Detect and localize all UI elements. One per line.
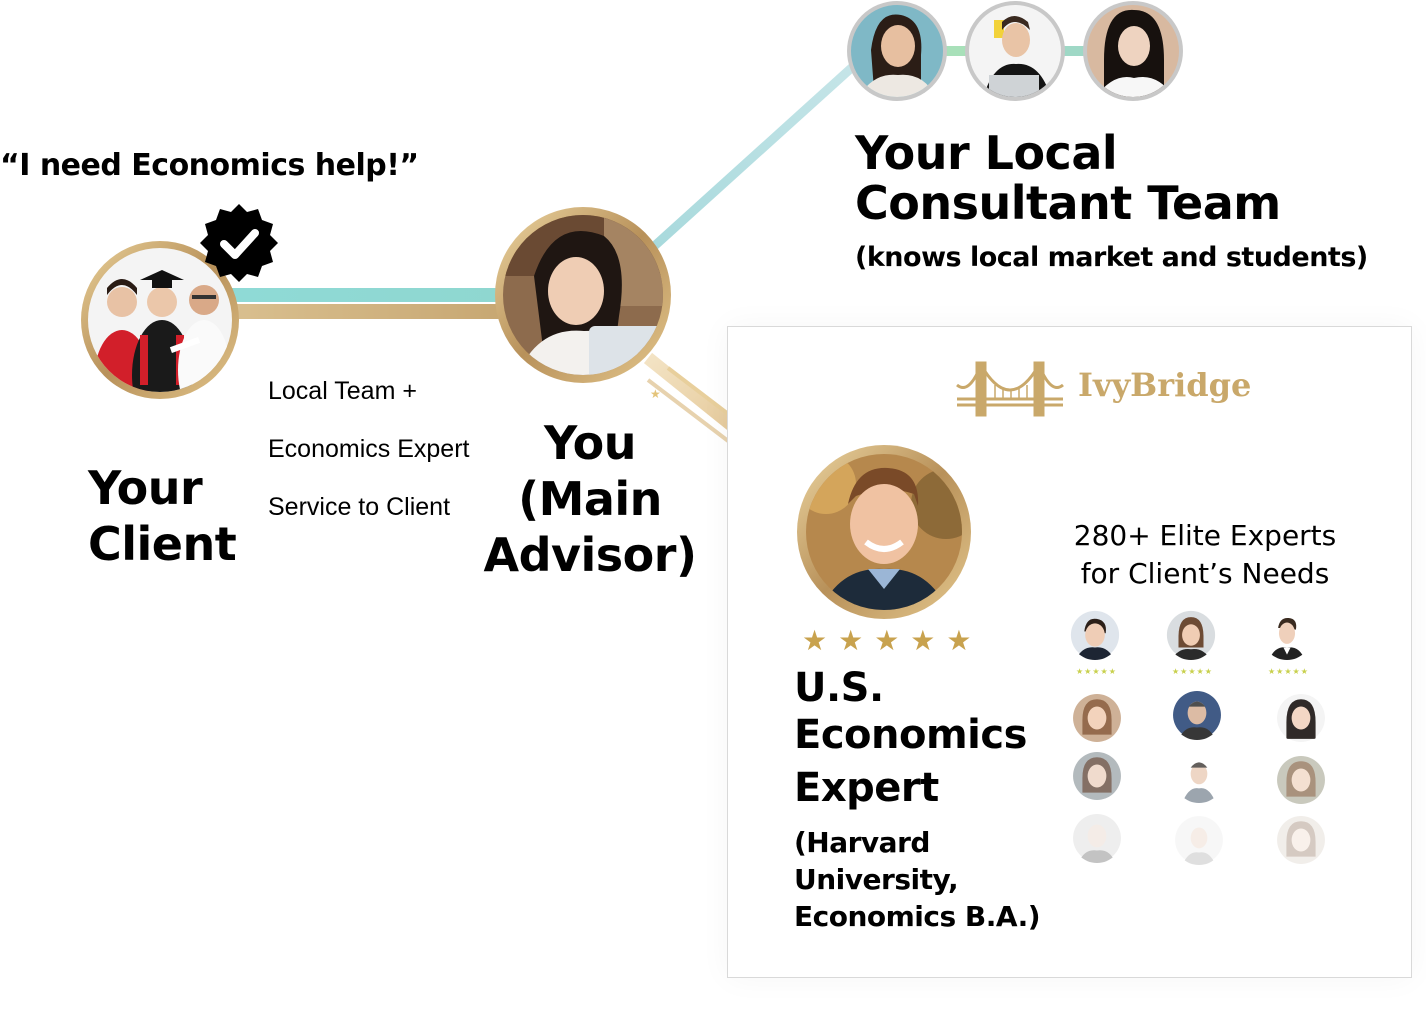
advisor-expert-streak-3 (646, 378, 742, 452)
advisor-team-line (646, 58, 862, 254)
expert-grid-avatar (1175, 754, 1223, 803)
expert-grid-avatar (1173, 691, 1221, 740)
expert-title: U.S. Economics Expert (794, 665, 1027, 812)
client-label-line: Client (88, 517, 237, 571)
team-chain-line-1 (942, 46, 972, 56)
client-label-line: Your (88, 461, 203, 515)
golden-gate-bridge-icon (956, 361, 1064, 417)
team-title-line: Consultant Team (855, 176, 1281, 230)
expert-credentials-line: (Harvard (794, 826, 930, 859)
consultant-team-title: Your Local Consultant Team (855, 128, 1281, 228)
expert-grid-avatar (1277, 694, 1325, 742)
expert-pool-title: 280+ Elite Experts for Client’s Needs (1060, 517, 1350, 593)
pool-title-line: for Client’s Needs (1080, 557, 1330, 590)
expert-grid-stars: ★★★★★ (1076, 667, 1117, 676)
expert-grid-avatar (1166, 610, 1216, 660)
expert-credentials-line: University, (794, 863, 959, 896)
consultant-avatar-2 (965, 1, 1065, 101)
expert-credentials: (Harvard University, Economics B.A.) (794, 824, 1041, 935)
expert-grid-stars: ★★★★★ (1172, 667, 1213, 676)
expert-title-line: U.S. (794, 665, 884, 711)
team-chain-line-2 (1060, 46, 1090, 56)
expert-grid-avatar (1070, 610, 1120, 660)
expert-grid: ★★★★★ ★★★★★ ★★★★★ (1060, 605, 1350, 865)
service-line: Service to Client (268, 493, 451, 521)
pool-title-line: 280+ Elite Experts (1073, 519, 1337, 552)
client-advisor-gold-line (232, 304, 507, 319)
service-line: Economics Expert (268, 435, 470, 463)
advisor-label-line: (Main (518, 472, 662, 526)
expert-grid-avatar (1175, 816, 1223, 865)
verified-check-badge-icon (200, 204, 278, 282)
expert-avatar (797, 445, 971, 619)
expert-title-line: Economics (794, 712, 1027, 758)
advisor-label-line: Advisor) (483, 528, 697, 582)
expert-credentials-line: Economics B.A.) (794, 900, 1041, 933)
consultant-avatar-3 (1083, 1, 1183, 101)
streak-star-icon: ★ (650, 387, 661, 401)
expert-rating-stars: ★★★★★ (802, 625, 983, 656)
team-title-line: Your Local (855, 126, 1118, 180)
client-quote: “I need Economics help!” (0, 148, 419, 183)
advisor-label-line: You (544, 416, 636, 470)
advisor-label: You (Main Advisor) (470, 415, 710, 583)
expert-grid-avatar (1277, 756, 1325, 804)
expert-grid-stars: ★★★★★ (1268, 667, 1309, 676)
expert-grid-avatar (1262, 610, 1312, 660)
client-avatar (81, 241, 239, 399)
expert-grid-avatar (1073, 814, 1121, 863)
client-advisor-teal-line (232, 288, 507, 302)
advisor-avatar (495, 207, 671, 383)
expert-grid-avatar (1277, 816, 1325, 864)
consultant-team-subtitle: (knows local market and students) (855, 242, 1368, 273)
expert-grid-avatar (1073, 694, 1121, 742)
service-line: Local Team + (268, 377, 417, 405)
client-label: Your Client (88, 460, 237, 572)
service-description: Local Team + Economics Expert Service to… (268, 348, 469, 551)
expert-grid-avatar (1073, 752, 1121, 800)
consultant-avatar-1 (847, 1, 947, 101)
brand-name: IvyBridge (1078, 366, 1252, 404)
expert-title-line: Expert (794, 765, 939, 811)
